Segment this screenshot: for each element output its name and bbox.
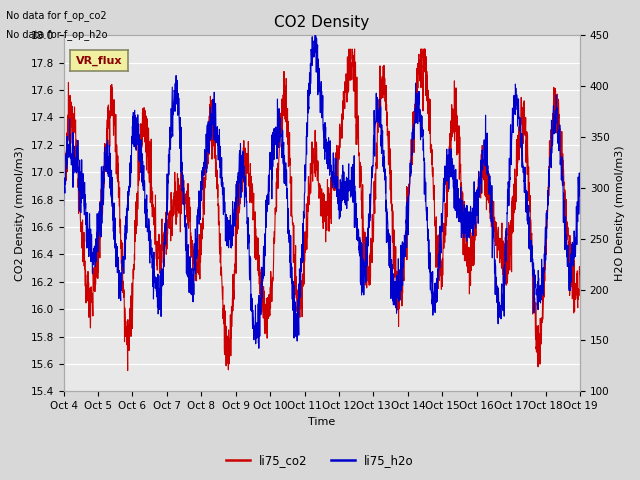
Text: No data for f_op_co2: No data for f_op_co2 [6, 10, 107, 21]
X-axis label: Time: Time [308, 417, 335, 427]
Y-axis label: CO2 Density (mmol/m3): CO2 Density (mmol/m3) [15, 146, 25, 281]
Text: VR_flux: VR_flux [76, 55, 122, 66]
Text: No data for f_op_h2o: No data for f_op_h2o [6, 29, 108, 40]
Legend: li75_co2, li75_h2o: li75_co2, li75_h2o [221, 449, 419, 472]
Y-axis label: H2O Density (mmol/m3): H2O Density (mmol/m3) [615, 145, 625, 281]
Title: CO2 Density: CO2 Density [274, 15, 369, 30]
